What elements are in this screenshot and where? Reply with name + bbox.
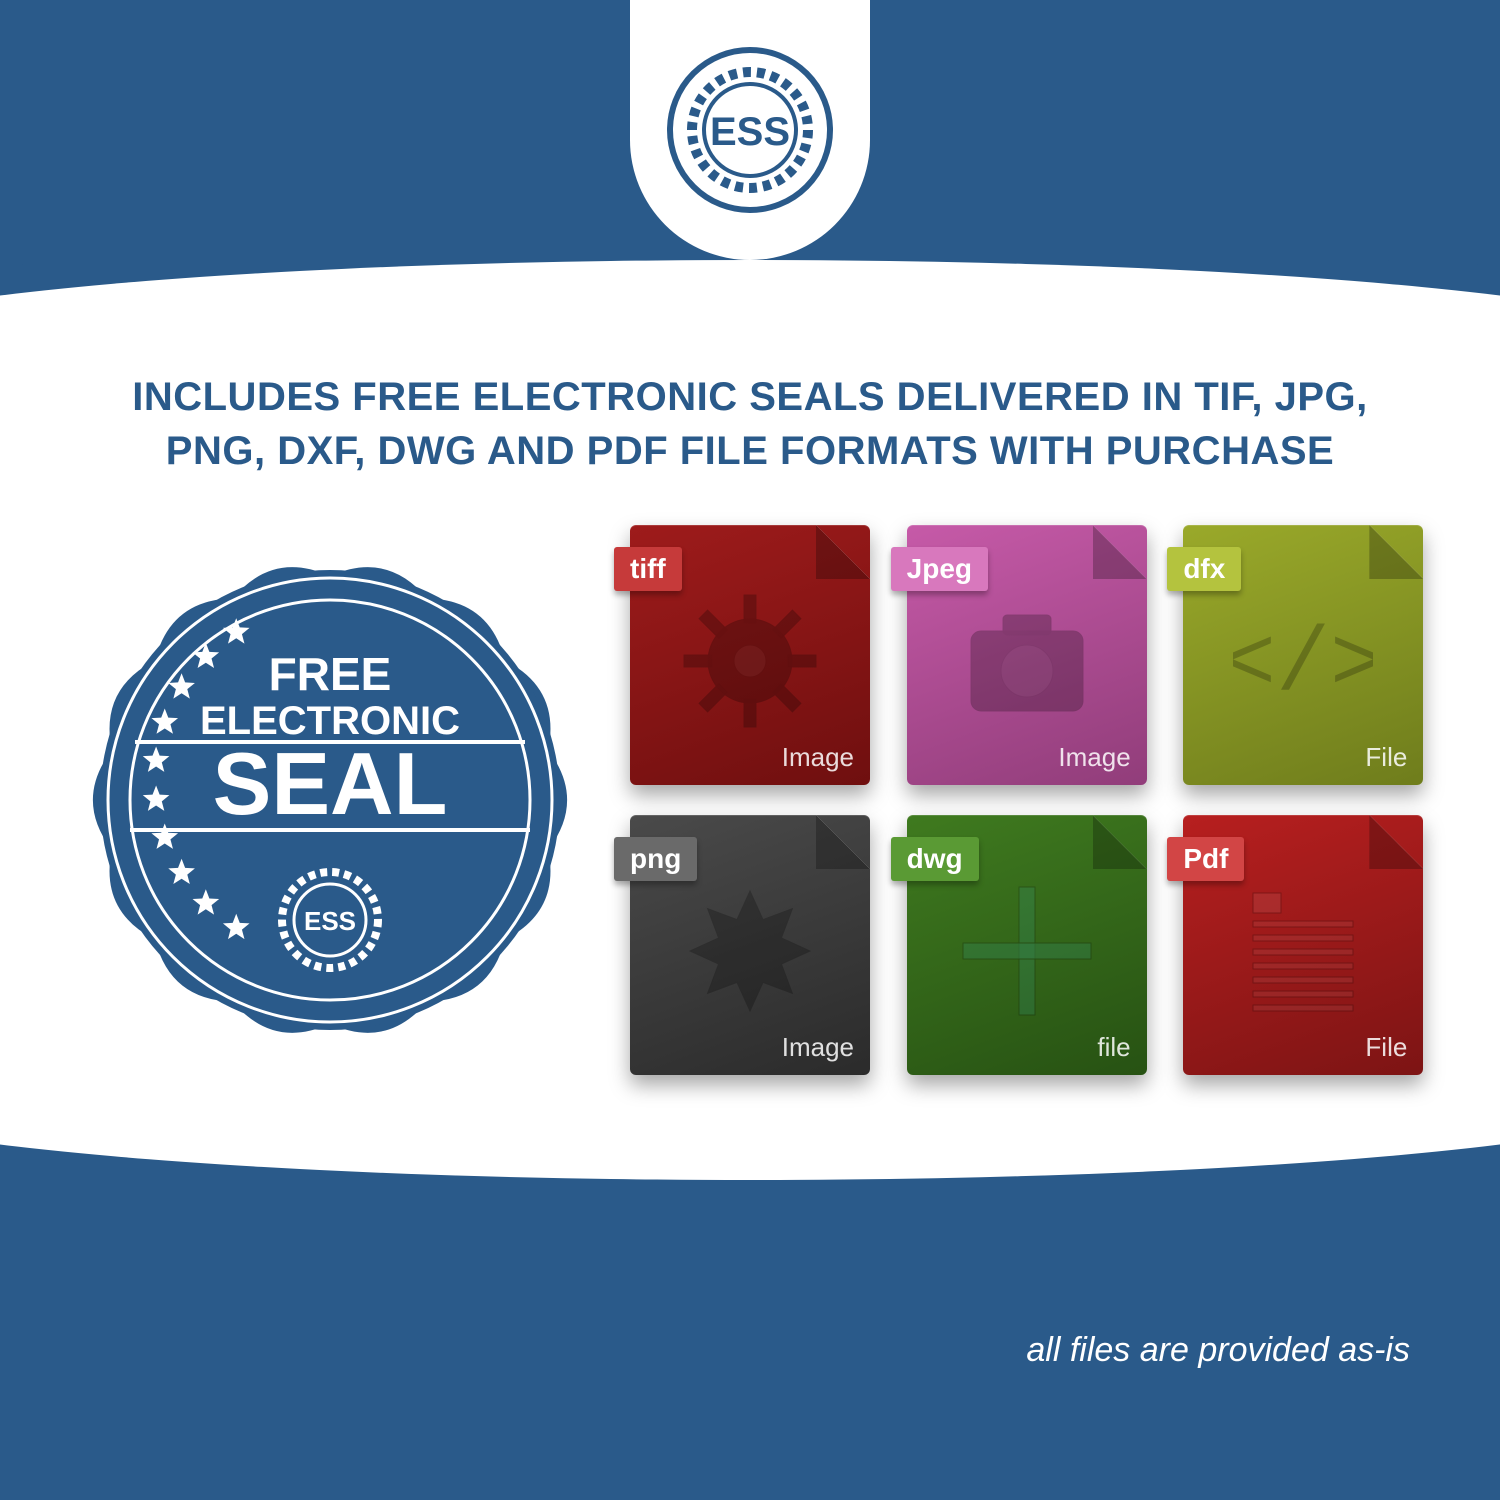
- file-icon-dwg: dwgfile: [907, 815, 1147, 1075]
- file-format-grid: tiffImageJpegImagedfx</>FilepngImagedwgf…: [630, 525, 1430, 1075]
- file-icon-jpeg: JpegImage: [907, 525, 1147, 785]
- file-fold-corner: [1093, 525, 1147, 579]
- file-kind-label: Image: [1058, 742, 1130, 773]
- file-format-label: Jpeg: [891, 547, 988, 591]
- file-fold-corner: [816, 815, 870, 869]
- ess-logo-text: ESS: [710, 110, 790, 154]
- svg-text:</>: </>: [1233, 615, 1373, 717]
- top-arc-accent: [0, 250, 1500, 350]
- file-kind-label: file: [1097, 1032, 1130, 1063]
- seal-line1: FREE: [269, 648, 392, 700]
- content-row: FREE ELECTRONIC SEAL ESS tiffImageJpegIm…: [70, 520, 1430, 1080]
- seal-line3: SEAL: [213, 734, 448, 833]
- file-format-label: dfx: [1167, 547, 1241, 591]
- file-format-label: Pdf: [1167, 837, 1244, 881]
- file-kind-label: Image: [782, 742, 854, 773]
- file-format-label: dwg: [891, 837, 979, 881]
- file-kind-label: Image: [782, 1032, 854, 1063]
- free-electronic-seal-badge: FREE ELECTRONIC SEAL ESS: [70, 520, 590, 1080]
- file-fold-corner: [1369, 525, 1423, 579]
- file-icon-pdf: PdfFile: [1183, 815, 1423, 1075]
- file-fold-corner: [1369, 815, 1423, 869]
- bottom-arc-accent: [0, 1120, 1500, 1220]
- file-format-label: tiff: [614, 547, 682, 591]
- footer-note: all files are provided as-is: [1026, 1331, 1410, 1370]
- file-fold-corner: [1093, 815, 1147, 869]
- file-icon-png: pngImage: [630, 815, 870, 1075]
- file-kind-label: File: [1365, 1032, 1407, 1063]
- seal-inner-logo: ESS: [304, 906, 356, 936]
- file-icon-tiff: tiffImage: [630, 525, 870, 785]
- file-format-label: png: [614, 837, 697, 881]
- ess-logo-shield: ESS: [630, 0, 870, 260]
- file-icon-dfx: dfx</>File: [1183, 525, 1423, 785]
- ess-gear-logo-icon: ESS: [665, 45, 835, 215]
- file-kind-label: File: [1365, 742, 1407, 773]
- headline-text: INCLUDES FREE ELECTRONIC SEALS DELIVERED…: [80, 370, 1420, 478]
- file-fold-corner: [816, 525, 870, 579]
